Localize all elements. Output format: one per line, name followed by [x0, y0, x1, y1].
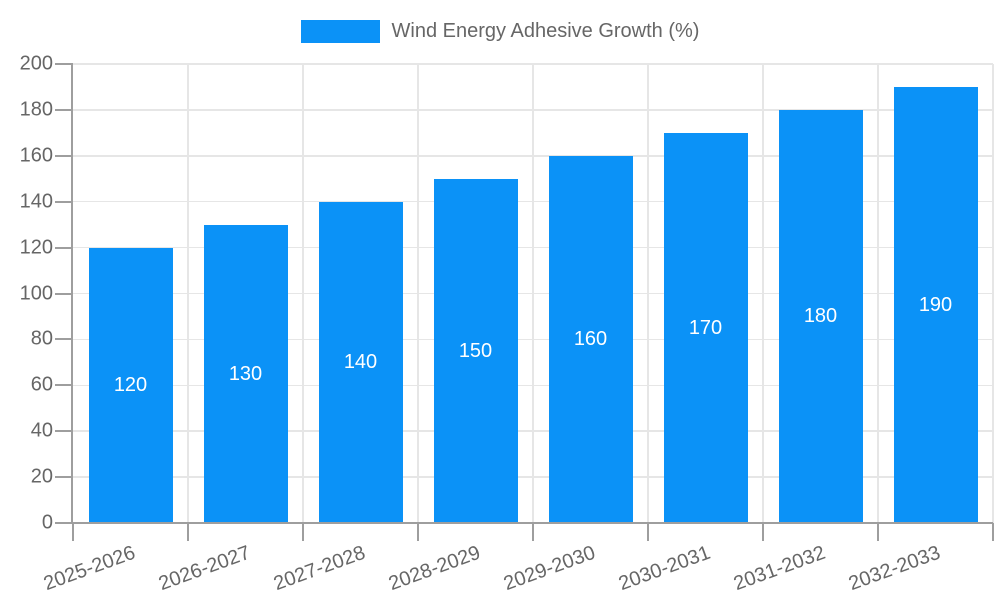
y-axis-tick-label: 140 [19, 190, 53, 213]
x-axis-category-label: 2026-2027 [155, 541, 254, 596]
x-tick-mark [302, 523, 304, 541]
y-axis-tick-label: 40 [30, 419, 53, 442]
y-tick-mark [55, 292, 73, 295]
x-tick-mark [877, 523, 879, 541]
x-axis-category-label: 2027-2028 [270, 541, 369, 596]
legend-swatch [300, 20, 380, 43]
bar [433, 178, 518, 523]
x-axis-category-label: 2028-2029 [385, 541, 484, 596]
x-tick-mark [992, 523, 994, 541]
bar [548, 155, 633, 523]
bar-value-label: 140 [343, 351, 378, 374]
x-axis-category-label: 2029-2030 [500, 541, 599, 596]
x-tick-mark [72, 523, 74, 541]
x-axis-category-label: 2025-2026 [40, 541, 139, 596]
y-axis-tick-label: 120 [19, 236, 53, 259]
bar [203, 224, 288, 523]
x-axis-category-label: 2032-2033 [845, 541, 944, 596]
bar-value-label: 170 [688, 316, 723, 339]
y-axis-tick-label: 60 [30, 373, 53, 396]
y-tick-mark [55, 200, 73, 203]
x-gridline [877, 64, 879, 523]
bar [778, 109, 863, 523]
y-tick-mark [55, 246, 73, 249]
legend: Wind Energy Adhesive Growth (%) [0, 20, 1000, 43]
y-tick-mark [55, 338, 73, 341]
x-gridline [647, 64, 649, 523]
x-tick-mark [532, 523, 534, 541]
x-gridline [417, 64, 419, 523]
y-tick-mark [55, 430, 73, 433]
y-axis-tick-label: 160 [19, 144, 53, 167]
x-axis-line [55, 522, 993, 524]
x-gridline [532, 64, 534, 523]
bar-value-label: 180 [803, 305, 838, 328]
x-axis-category-label: 2031-2032 [730, 541, 829, 596]
y-axis-tick-label: 180 [19, 98, 53, 121]
y-axis-tick-label: 200 [19, 52, 53, 75]
y-tick-mark [55, 476, 73, 479]
y-tick-mark [55, 63, 73, 65]
bar-value-label: 160 [573, 328, 608, 351]
bar-value-label: 150 [458, 339, 493, 362]
bar [318, 201, 403, 523]
y-tick-mark [55, 154, 73, 157]
x-tick-mark [417, 523, 419, 541]
y-tick-mark [55, 384, 73, 387]
bar-value-label: 130 [228, 362, 263, 385]
bar [88, 247, 173, 523]
x-gridline [762, 64, 764, 523]
bar [663, 132, 748, 523]
y-tick-mark [55, 108, 73, 111]
y-axis-tick-label: 0 [41, 511, 53, 534]
x-tick-mark [647, 523, 649, 541]
bar [893, 86, 978, 523]
x-gridline [187, 64, 189, 523]
bar-value-label: 190 [918, 293, 953, 316]
x-gridline [992, 64, 994, 523]
x-gridline [302, 64, 304, 523]
legend-label: Wind Energy Adhesive Growth (%) [391, 20, 700, 42]
y-axis-tick-label: 20 [30, 465, 53, 488]
y-axis-tick-label: 80 [30, 327, 53, 350]
x-tick-mark [187, 523, 189, 541]
x-tick-mark [762, 523, 764, 541]
bar-value-label: 120 [113, 374, 148, 397]
y-axis-tick-label: 100 [19, 282, 53, 305]
x-axis-category-label: 2030-2031 [615, 541, 714, 596]
y-axis-line [71, 64, 73, 523]
